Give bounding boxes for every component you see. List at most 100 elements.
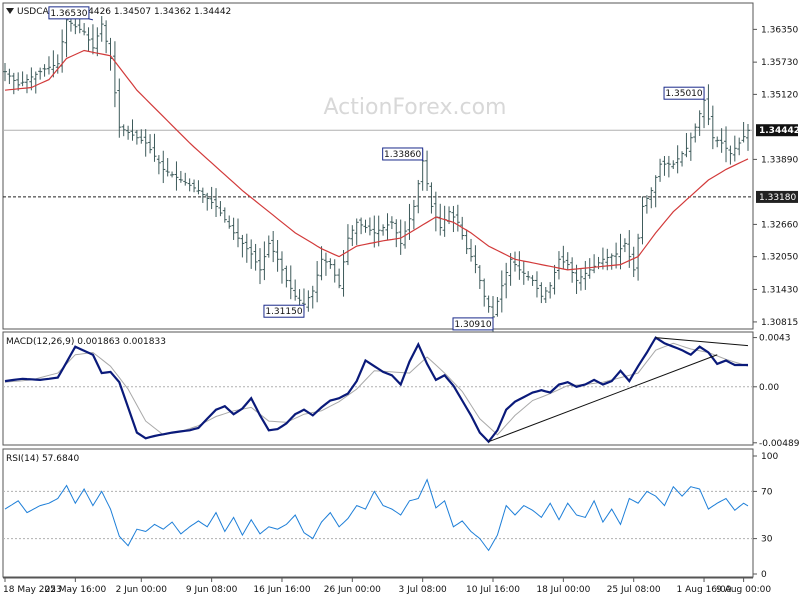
candlestick	[697, 110, 702, 136]
candlestick	[512, 251, 517, 272]
price-axis-tick-label: 1.31430	[761, 285, 798, 295]
candlestick	[297, 289, 302, 307]
candlestick	[227, 215, 232, 229]
candlestick	[42, 64, 47, 77]
macd-line	[4, 336, 748, 444]
candlestick	[350, 225, 355, 247]
candlestick	[622, 238, 627, 253]
candlestick	[90, 24, 95, 55]
candlestick	[728, 145, 733, 165]
price-axis-tick-label: 1.32660	[761, 220, 798, 230]
candlestick	[249, 239, 254, 269]
candlestick	[662, 156, 667, 176]
candlestick	[631, 246, 636, 278]
macd-axis-tick-label: 0.00	[759, 383, 779, 393]
candlestick	[429, 182, 434, 214]
rsi-axis-tick-label: 100	[761, 452, 778, 462]
candlestick	[130, 119, 135, 141]
candlestick	[561, 245, 566, 269]
pivot-label-box	[663, 86, 705, 100]
candlestick	[288, 265, 293, 300]
candlestick	[715, 136, 720, 148]
pivot-label-box	[48, 6, 90, 20]
macd-panel-frame	[2, 331, 754, 446]
candlestick	[266, 235, 271, 258]
candlestick	[24, 74, 29, 94]
candlestick	[33, 71, 38, 94]
candlestick	[11, 72, 16, 95]
candlestick	[55, 54, 60, 74]
time-axis-tick-label: 18 May 2023	[3, 585, 62, 595]
pivot-label: 1.30910	[452, 316, 494, 331]
candlestick	[323, 252, 328, 276]
candlestick	[139, 129, 144, 144]
candlestick	[174, 161, 179, 191]
candlestick	[508, 253, 513, 286]
candlestick	[218, 201, 223, 217]
watermark-text: ActionForex.com	[324, 95, 507, 120]
candlestick	[170, 171, 175, 178]
rsi-axis-tick-label: 0	[761, 570, 767, 580]
time-axis-tick-label: 26 Jun 00:00	[324, 585, 381, 595]
pivot-label: 1.33860	[382, 147, 424, 161]
candlestick	[99, 16, 104, 42]
macd-axis-tick-label: 0.0043	[759, 334, 791, 344]
candlestick	[279, 251, 284, 284]
pivot-label-box	[263, 304, 305, 318]
pivot-label-text: 1.33860	[384, 150, 421, 160]
rsi-panel-title: RSI(14) 57.6840	[6, 454, 79, 464]
macd-panel-title: MACD(12,26,9) 0.001863 0.001833	[6, 337, 166, 347]
candlestick	[565, 252, 570, 271]
candlestick	[587, 258, 592, 279]
candlestick	[526, 271, 531, 281]
candlestick	[469, 238, 474, 262]
candlestick	[64, 16, 69, 58]
price-axis-tick-label: 1.36350	[761, 25, 798, 35]
candlestick	[126, 125, 131, 140]
time-axis-tick-label: 16 Jun 16:00	[253, 585, 310, 595]
candlestick	[319, 246, 324, 281]
candlestick	[183, 172, 188, 186]
candlestick	[618, 233, 623, 270]
time-axis-tick-label: 25 May 16:00	[44, 585, 106, 595]
candlestick	[688, 132, 693, 161]
candlestick	[732, 135, 737, 162]
candlestick	[341, 250, 346, 297]
candlestick	[693, 123, 698, 143]
candlestick	[464, 229, 469, 255]
candlestick	[240, 234, 245, 258]
candlestick	[178, 170, 183, 183]
candlestick	[104, 20, 109, 54]
pivot-label: 1.35010	[663, 86, 705, 101]
candlestick	[332, 259, 337, 283]
candlestick	[284, 265, 289, 288]
candlestick	[156, 155, 161, 175]
candlestick	[570, 257, 575, 283]
candles-layer	[3, 7, 750, 332]
candlestick	[205, 192, 210, 211]
candlestick	[548, 282, 553, 299]
candlestick	[614, 242, 619, 269]
rsi-axis-tick-label: 30	[761, 535, 773, 545]
candlestick	[236, 218, 241, 248]
candlestick	[143, 129, 148, 157]
candlestick	[359, 217, 364, 235]
time-axis-tick-label: 9 Aug 00:00	[716, 585, 771, 595]
candlestick	[534, 271, 539, 298]
candlestick	[710, 105, 715, 150]
current-price-badge	[756, 124, 798, 137]
candlestick	[552, 264, 557, 295]
candlestick	[3, 63, 7, 82]
candlestick	[200, 187, 205, 203]
pivot-label-text: 1.35010	[665, 89, 702, 99]
rsi-axis-tick-label: 70	[761, 487, 773, 497]
dropdown-triangle-icon[interactable]	[6, 8, 14, 14]
time-axis-tick-label: 2 Jun 00:00	[116, 585, 168, 595]
price-axis-tick-label: 1.33890	[761, 155, 798, 165]
lines-layer	[4, 49, 749, 552]
candlestick	[134, 129, 139, 145]
candlestick	[209, 186, 214, 210]
candlestick	[530, 275, 535, 286]
